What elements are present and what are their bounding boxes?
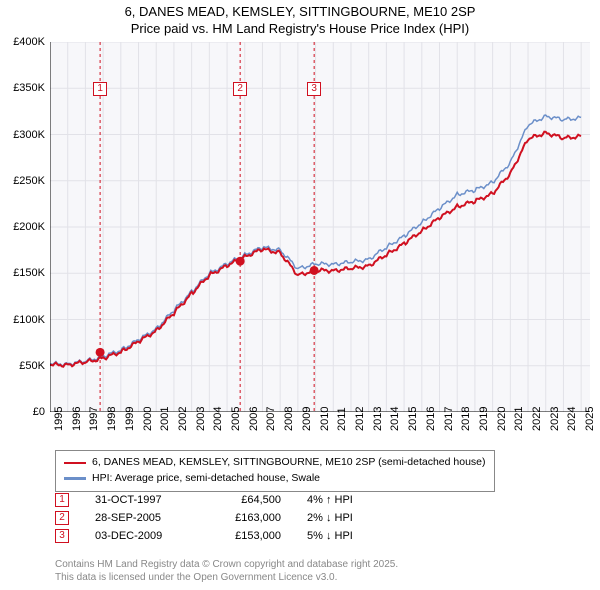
legend: 6, DANES MEAD, KEMSLEY, SITTINGBOURNE, M… — [55, 450, 495, 492]
footer-line2: This data is licensed under the Open Gov… — [55, 571, 398, 584]
x-axis-label: 1997 — [88, 407, 100, 431]
x-axis-label: 2015 — [407, 407, 419, 431]
event-row: 2 28-SEP-2005 £163,000 2% ↓ HPI — [55, 511, 387, 525]
event-hpi: 5% ↓ HPI — [307, 530, 387, 542]
x-axis-label: 2005 — [230, 407, 242, 431]
title-line2: Price paid vs. HM Land Registry's House … — [0, 21, 600, 38]
x-axis-label: 2006 — [248, 407, 260, 431]
x-axis-label: 2017 — [443, 407, 455, 431]
y-axis-label: £300K — [0, 129, 45, 141]
y-axis-label: £0 — [0, 406, 45, 418]
chart-container: 6, DANES MEAD, KEMSLEY, SITTINGBOURNE, M… — [0, 0, 600, 590]
x-axis-label: 2013 — [372, 407, 384, 431]
event-date: 28-SEP-2005 — [95, 512, 185, 524]
event-marker-label: 3 — [307, 82, 321, 96]
y-axis-label: £150K — [0, 267, 45, 279]
x-axis-label: 2003 — [195, 407, 207, 431]
legend-label-2: HPI: Average price, semi-detached house,… — [92, 471, 320, 487]
x-axis-label: 2001 — [159, 407, 171, 431]
x-axis-label: 2020 — [496, 407, 508, 431]
x-axis-label: 2012 — [354, 407, 366, 431]
footer: Contains HM Land Registry data © Crown c… — [55, 558, 398, 584]
x-axis-label: 2023 — [549, 407, 561, 431]
x-axis-label: 2007 — [265, 407, 277, 431]
x-axis-label: 1995 — [53, 407, 65, 431]
x-axis-label: 2016 — [425, 407, 437, 431]
x-axis-label: 1996 — [71, 407, 83, 431]
x-axis-label: 2008 — [283, 407, 295, 431]
x-axis-label: 2002 — [177, 407, 189, 431]
event-marker-label: 1 — [93, 82, 107, 96]
y-axis-label: £400K — [0, 36, 45, 48]
x-axis-label: 2014 — [389, 407, 401, 431]
event-price: £153,000 — [211, 530, 281, 542]
event-price: £64,500 — [211, 494, 281, 506]
x-axis-label: 2004 — [212, 407, 224, 431]
legend-swatch-2 — [64, 477, 86, 480]
event-price: £163,000 — [211, 512, 281, 524]
x-axis-label: 2022 — [531, 407, 543, 431]
x-axis-label: 2000 — [142, 407, 154, 431]
y-axis-label: £100K — [0, 314, 45, 326]
legend-row: 6, DANES MEAD, KEMSLEY, SITTINGBOURNE, M… — [64, 455, 486, 471]
title-block: 6, DANES MEAD, KEMSLEY, SITTINGBOURNE, M… — [0, 0, 600, 38]
x-axis-label: 2019 — [478, 407, 490, 431]
y-axis-label: £250K — [0, 175, 45, 187]
x-axis-label: 2024 — [566, 407, 578, 431]
chart-svg — [50, 42, 590, 412]
x-axis-label: 2025 — [584, 407, 596, 431]
footer-line1: Contains HM Land Registry data © Crown c… — [55, 558, 398, 571]
event-num: 3 — [55, 529, 69, 543]
x-axis-label: 2018 — [460, 407, 472, 431]
event-hpi: 2% ↓ HPI — [307, 512, 387, 524]
y-axis-label: £50K — [0, 360, 45, 372]
y-axis-label: £350K — [0, 82, 45, 94]
legend-row: HPI: Average price, semi-detached house,… — [64, 471, 486, 487]
x-axis-label: 2009 — [301, 407, 313, 431]
legend-swatch-1 — [64, 462, 86, 465]
event-num: 2 — [55, 511, 69, 525]
event-hpi: 4% ↑ HPI — [307, 494, 387, 506]
x-axis-label: 1998 — [106, 407, 118, 431]
event-marker-label: 2 — [233, 82, 247, 96]
event-date: 31-OCT-1997 — [95, 494, 185, 506]
legend-label-1: 6, DANES MEAD, KEMSLEY, SITTINGBOURNE, M… — [92, 455, 486, 471]
x-axis-label: 2011 — [336, 407, 348, 431]
x-axis-label: 2010 — [319, 407, 331, 431]
event-row: 1 31-OCT-1997 £64,500 4% ↑ HPI — [55, 493, 387, 507]
y-axis-label: £200K — [0, 221, 45, 233]
chart-area: £0£50K£100K£150K£200K£250K£300K£350K£400… — [50, 42, 590, 412]
event-date: 03-DEC-2009 — [95, 530, 185, 542]
event-num: 1 — [55, 493, 69, 507]
x-axis-label: 2021 — [513, 407, 525, 431]
title-line1: 6, DANES MEAD, KEMSLEY, SITTINGBOURNE, M… — [0, 4, 600, 21]
events-table: 1 31-OCT-1997 £64,500 4% ↑ HPI 2 28-SEP-… — [55, 493, 387, 547]
x-axis-label: 1999 — [124, 407, 136, 431]
event-row: 3 03-DEC-2009 £153,000 5% ↓ HPI — [55, 529, 387, 543]
